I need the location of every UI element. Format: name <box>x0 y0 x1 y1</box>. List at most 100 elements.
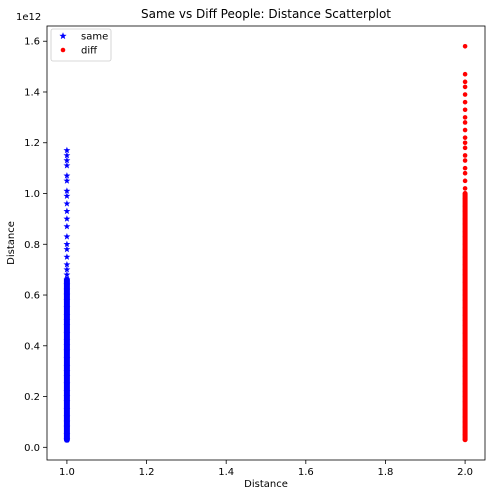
point-same <box>63 347 71 354</box>
point-diff <box>462 107 468 113</box>
point-diff <box>462 356 468 361</box>
point-diff <box>462 414 468 420</box>
point-same <box>63 266 71 273</box>
point-same <box>63 418 71 425</box>
point-same <box>63 431 71 438</box>
point-diff <box>462 140 468 146</box>
point-same <box>63 413 71 420</box>
legend-items: same diff <box>59 32 108 57</box>
point-diff <box>462 437 468 442</box>
point-diff <box>462 44 468 49</box>
legend-box <box>50 28 112 62</box>
point-same <box>63 156 71 164</box>
point-same <box>63 354 71 362</box>
point-same <box>63 187 71 194</box>
point-same <box>63 321 71 329</box>
point-diff <box>462 196 468 201</box>
point-same <box>63 177 71 184</box>
point-diff <box>462 406 468 412</box>
y-tick-label: 0.8 <box>24 240 40 251</box>
point-same <box>63 260 71 268</box>
plot-frame <box>46 25 486 461</box>
point-same <box>63 316 71 324</box>
data-points <box>63 44 468 443</box>
point-diff <box>462 323 468 328</box>
point-same <box>63 362 71 370</box>
point-same <box>63 192 71 199</box>
x-tick-label: 1.6 <box>298 467 314 478</box>
point-same <box>63 392 71 400</box>
point-diff <box>462 208 468 214</box>
point-same <box>63 304 71 311</box>
point-diff <box>462 221 468 227</box>
point-same <box>63 245 71 253</box>
point-same <box>63 311 71 319</box>
point-same <box>63 161 71 169</box>
point-same <box>63 200 71 207</box>
point-same <box>63 233 71 240</box>
point-diff <box>462 241 468 247</box>
point-diff <box>462 186 468 191</box>
point-same <box>63 342 71 349</box>
point-diff <box>462 158 468 163</box>
y-tick-label: 0.6 <box>24 291 40 302</box>
point-same <box>63 296 71 304</box>
y-tick-label: 1.0 <box>24 189 40 200</box>
point-diff <box>462 135 468 140</box>
point-diff <box>462 79 468 85</box>
point-diff <box>462 381 468 387</box>
point-diff <box>462 153 468 158</box>
point-diff <box>462 330 468 336</box>
point-same <box>63 436 71 443</box>
point-diff <box>462 254 468 260</box>
y-axis-label: Distance <box>6 221 17 265</box>
point-same <box>63 337 71 344</box>
point-same <box>63 253 71 260</box>
legend-label-diff: diff <box>81 46 98 57</box>
point-diff <box>462 99 468 105</box>
point-same <box>63 329 71 337</box>
legend-marker-same <box>59 32 67 40</box>
point-same <box>63 172 71 179</box>
point-diff <box>462 318 468 323</box>
point-diff <box>462 373 468 379</box>
y-tick-label: 1.4 <box>24 87 40 98</box>
point-diff <box>462 127 468 133</box>
chart-title: Same vs Diff People: Distance Scatterplo… <box>141 7 391 21</box>
point-diff <box>462 262 468 267</box>
point-diff <box>462 229 468 234</box>
point-diff <box>462 247 468 252</box>
point-same <box>63 151 71 159</box>
point-diff <box>462 297 468 303</box>
point-same <box>63 286 71 293</box>
point-diff <box>462 115 468 120</box>
point-diff <box>462 71 468 77</box>
x-tick-label: 2.0 <box>457 467 473 478</box>
x-tick-label: 1.0 <box>59 467 75 478</box>
y-tick-label: 0.0 <box>24 443 40 454</box>
y-tick-label: 1.2 <box>24 138 40 149</box>
point-same <box>63 423 71 430</box>
x-axis-label: Distance <box>244 479 288 490</box>
point-same <box>63 380 71 387</box>
y-axis-ticks: 0.0 0.2 0.4 0.6 0.8 1.0 1.2 1.4 1.6 <box>24 37 47 454</box>
point-diff <box>462 120 468 125</box>
x-tick-label: 1.2 <box>139 467 155 478</box>
point-same <box>63 398 71 405</box>
point-diff <box>462 203 468 209</box>
legend-label-same: same <box>81 32 108 43</box>
point-diff <box>462 348 468 354</box>
point-diff <box>462 191 468 196</box>
point-diff <box>462 313 468 318</box>
legend: same diff <box>50 28 112 62</box>
y-tick-label: 0.2 <box>24 392 40 403</box>
point-same <box>63 215 71 222</box>
point-diff <box>462 338 468 344</box>
x-axis-ticks: 1.0 1.2 1.4 1.6 1.8 2.0 <box>59 460 473 478</box>
point-diff <box>462 432 468 437</box>
y-tick-label: 0.4 <box>24 341 40 352</box>
point-same <box>63 146 71 154</box>
y-offset-label: 1e12 <box>16 12 41 23</box>
legend-marker-diff <box>60 47 66 53</box>
